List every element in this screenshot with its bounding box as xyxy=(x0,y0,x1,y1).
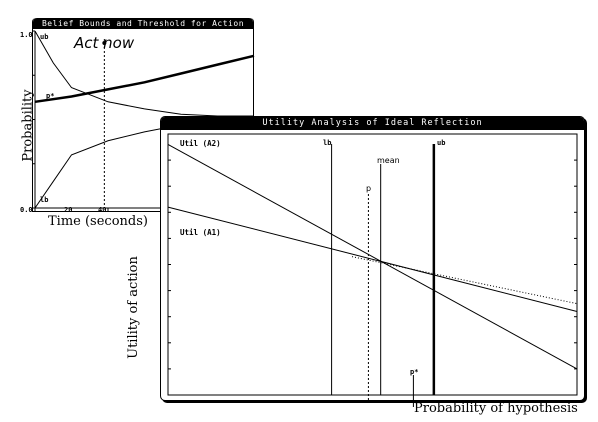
x-axis-label-1: Time (seconds) xyxy=(48,214,148,229)
lb-label-1: lb xyxy=(40,196,49,204)
p-label: p xyxy=(366,184,372,193)
ub-label-2: ub xyxy=(437,139,446,147)
pstar-label-2: p* xyxy=(410,368,419,376)
x-tick-40: 40 xyxy=(98,206,107,214)
belief-bounds-window[interactable]: Belief Bounds and Threshold for Action xyxy=(32,18,254,212)
util-a1-label: Util (A1) xyxy=(180,228,221,237)
y-tick-top-1: 1.0 xyxy=(20,31,33,39)
x-tick-0: 0.0 xyxy=(20,206,33,214)
series-line-ub xyxy=(34,30,254,117)
pstar-label-1: p* xyxy=(46,92,55,100)
plot-frame-2 xyxy=(167,133,578,396)
x-axis-label-2: Probability of hypothesis xyxy=(414,401,578,416)
lb-label-2: lb xyxy=(323,139,332,147)
utility-analysis-titlebar[interactable]: Utility Analysis of Ideal Reflection xyxy=(161,117,584,130)
series-line-dotted xyxy=(351,256,578,305)
y-axis-label-2: Utility of action xyxy=(125,256,141,359)
series-line-util-a1- xyxy=(167,206,578,312)
util-a2-label: Util (A2) xyxy=(180,139,221,148)
belief-bounds-titlebar[interactable]: Belief Bounds and Threshold for Action xyxy=(33,18,253,29)
mean-label: mean xyxy=(377,156,400,165)
series-line-pstar xyxy=(34,54,255,104)
series-line-util-a2- xyxy=(167,144,578,370)
x-tick-20: 20 xyxy=(64,206,73,214)
act-now-annotation: Act now xyxy=(74,34,135,52)
ub-label-1: ub xyxy=(40,33,49,41)
act-now-dot xyxy=(102,41,107,45)
utility-analysis-window[interactable]: Utility Analysis of Ideal Reflection xyxy=(160,116,585,401)
